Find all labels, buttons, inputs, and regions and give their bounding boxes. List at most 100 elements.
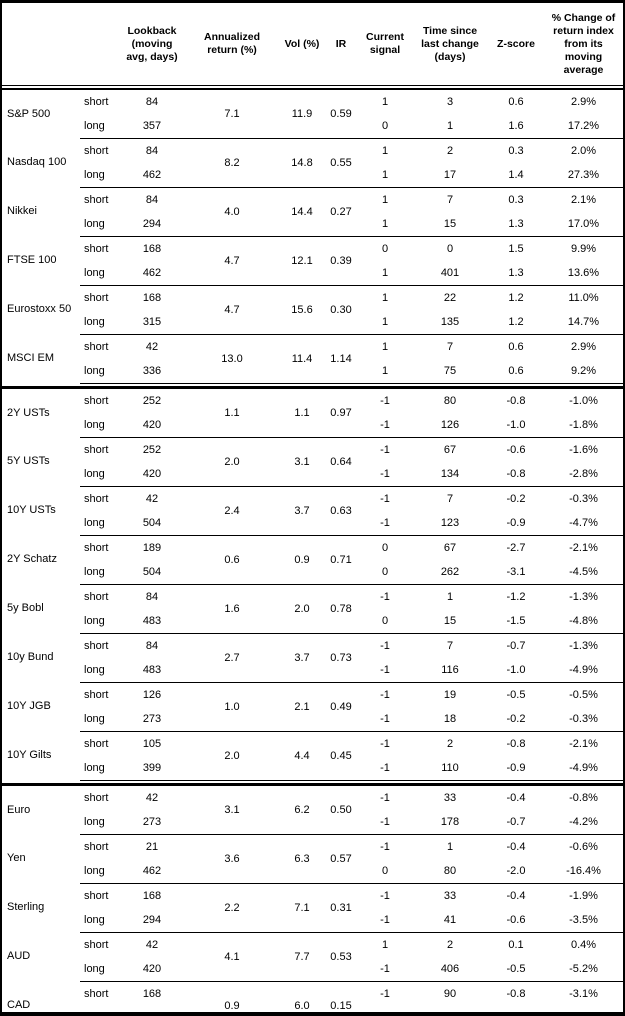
ir-value: 0.27 <box>324 187 358 236</box>
current-signal-value: -1 <box>358 834 412 859</box>
lookback-value: 84 <box>120 633 184 658</box>
z-score-value: 1.6 <box>508 119 524 132</box>
asset-name: Nasdaq 100 <box>7 156 67 168</box>
asset-name: Yen <box>7 852 26 864</box>
table-row: 10Y USTs short 42 2.4 3.7 0.63 -1 7 -0.2 -0.3% <box>2 486 623 517</box>
divider-line <box>2 85 623 90</box>
ir-value: 0.49 <box>324 682 358 731</box>
current-signal-value: 1 <box>381 168 389 181</box>
pct-change-value: 17.2% <box>567 119 600 132</box>
ir-value: 0.63 <box>324 486 358 535</box>
annualized-return-value: 2.2 <box>184 883 280 932</box>
annualized-return-value: 4.7 <box>184 285 280 334</box>
days-since-change-value: 123 <box>440 516 460 529</box>
current-signal-value: 0 <box>358 535 412 560</box>
annualized-return-value: 4.7 <box>184 236 280 285</box>
col-header-ir: IR <box>335 37 347 50</box>
ir-value: 0.97 <box>330 406 352 419</box>
pct-change-value: -7.1% <box>544 1006 623 1013</box>
days-since-change-value: 15 <box>443 217 457 230</box>
annualized-return-value: 2.4 <box>184 486 280 535</box>
pct-change-value: 17.0% <box>567 217 600 230</box>
pct-change-value: -2.1% <box>544 731 623 756</box>
days-since-change-value: 7 <box>412 187 488 212</box>
table-row: long 504 0 262 -3.1 -4.5% <box>2 560 623 584</box>
table-row: long 462 1 401 1.3 13.6% <box>2 261 623 285</box>
lookback-value: 189 <box>120 535 184 560</box>
days-since-change-value: 67 <box>412 437 488 462</box>
current-signal-value: -1 <box>380 712 390 725</box>
col-header-annualized-return: Annualized return (%) <box>203 31 260 56</box>
pct-change-value: -1.0% <box>569 394 598 407</box>
horizon-label: short <box>80 834 120 859</box>
vol-value: 7.7 <box>280 932 324 981</box>
current-signal-value: -1 <box>380 761 390 774</box>
days-since-change-value: 22 <box>412 285 488 310</box>
asset-name: 10Y Gilts <box>7 749 52 761</box>
horizon-label: short <box>80 633 120 658</box>
col-header-current-signal: Current signal <box>366 31 404 56</box>
current-signal-value: 1 <box>381 95 389 108</box>
horizon-label: short <box>80 883 120 908</box>
lookback-value: 84 <box>120 138 184 163</box>
horizon-label: long <box>80 1006 120 1013</box>
pct-change-value: 2.9% <box>544 334 623 359</box>
asset-name: Eurostoxx 50 <box>7 303 72 315</box>
table-row: long 462 0 80 -2.0 -16.4% <box>2 859 623 883</box>
z-score-value: -0.5 <box>506 962 526 975</box>
days-since-change-value: 1 <box>412 834 488 859</box>
lookback-value: 462 <box>142 168 162 181</box>
horizon-label: short <box>84 95 109 108</box>
data-table: Lookback (moving avg, days) Annualized r… <box>2 3 623 1013</box>
horizon-label: long <box>84 913 105 926</box>
horizon-label: long <box>84 761 105 774</box>
current-signal-value: 1 <box>358 187 412 212</box>
horizon-label: long <box>84 864 105 877</box>
horizon-label: short <box>80 535 120 560</box>
table-row: FTSE 100 short 168 4.7 12.1 0.39 0 0 1.5 9.9% <box>2 236 623 267</box>
current-signal-value: 1 <box>358 285 412 310</box>
table-row: long 420 -1 134 -0.8 -2.8% <box>2 462 623 486</box>
asset-name: 10Y JGB <box>7 700 51 712</box>
lookback-value: 420 <box>142 467 162 480</box>
lookback-value: 399 <box>142 761 162 774</box>
ir-value: 0.59 <box>330 107 352 120</box>
current-signal-value: -1 <box>358 883 412 908</box>
z-score-value: -0.6 <box>488 437 544 462</box>
vol-value: 6.3 <box>280 834 324 883</box>
z-score-value: -3.1 <box>506 565 526 578</box>
annualized-return-value: 1.0 <box>184 682 280 731</box>
horizon-label: short <box>84 791 109 804</box>
table-row: 10y Bund short 84 2.7 3.7 0.73 -1 7 -0.7 -1.3% <box>2 633 623 664</box>
table-row: 10Y JGB short 126 1.0 2.1 0.49 -1 19 -0.5 -0.5% <box>2 682 623 713</box>
days-since-change-value: 33 <box>443 791 457 804</box>
ir-value: 0.50 <box>330 803 352 816</box>
days-since-change-value: 0 <box>412 236 488 261</box>
annualized-return-value: 13.0 <box>184 334 280 383</box>
table-row: 5y Bobl short 84 1.6 2.0 0.78 -1 1 -1.2 -1.3% <box>2 584 623 615</box>
ir-value: 0.15 <box>324 981 358 1012</box>
table-header: Lookback (moving avg, days) Annualized r… <box>2 3 623 90</box>
lookback-value: 252 <box>142 394 162 407</box>
header-row: Lookback (moving avg, days) Annualized r… <box>2 3 623 85</box>
pct-change-value: -0.3% <box>569 712 598 725</box>
lookback-value: 105 <box>120 731 184 756</box>
ir-value: 0.57 <box>324 834 358 883</box>
horizon-label: long <box>84 663 105 676</box>
horizon-label: short <box>80 486 120 511</box>
horizon-label: long <box>84 418 105 431</box>
table-row: long 294 1 15 1.3 17.0% <box>2 212 623 236</box>
table-row: long 273 -1 178 -0.7 -4.2% <box>2 810 623 834</box>
horizon-label: short <box>80 682 120 707</box>
days-since-change-value: 135 <box>440 315 460 328</box>
z-score-value: -0.9 <box>506 761 526 774</box>
table-row: long 273 -1 18 -0.2 -0.3% <box>2 707 623 731</box>
lookback-value: 42 <box>120 486 184 511</box>
pct-change-value: -1.8% <box>569 418 598 431</box>
current-signal-value: -1 <box>358 633 412 658</box>
days-since-change-value: 178 <box>440 815 460 828</box>
asset-name: 2Y USTs <box>7 406 50 419</box>
table-row: long 504 -1 123 -0.9 -4.7% <box>2 511 623 535</box>
horizon-label: short <box>80 187 120 212</box>
